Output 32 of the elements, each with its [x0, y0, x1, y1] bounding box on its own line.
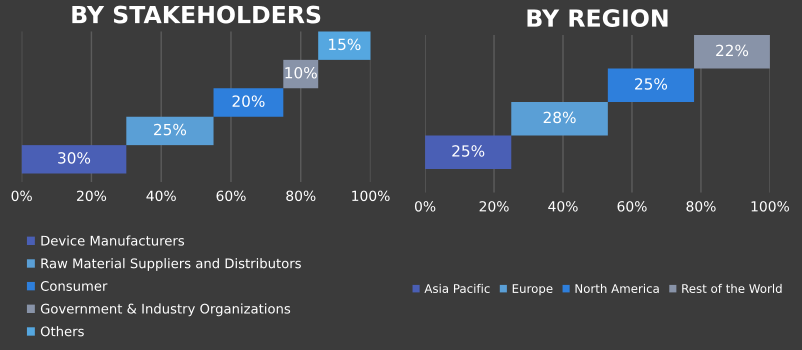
legend-label: Device Manufacturers [41, 235, 184, 246]
legend-label: Government & Industry Organizations [40, 303, 290, 316]
data-label: 15% [329, 38, 360, 50]
data-label: 20% [232, 95, 265, 107]
x-tick-label: 0% [12, 190, 32, 202]
x-tick-label: 40% [146, 190, 176, 202]
legend-label: Rest of the World [682, 284, 782, 293]
chart-title: BY STAKEHOLDERS [72, 6, 320, 24]
x-tick-label: 100% [352, 190, 390, 202]
x-tick-label: 20% [77, 190, 106, 202]
x-tick-label: 80% [686, 201, 716, 212]
data-label: 10% [285, 66, 317, 79]
x-tick-label: 0% [414, 201, 436, 212]
legend-label: Others [40, 326, 84, 336]
data-label: 30% [58, 152, 90, 164]
x-tick-label: 60% [618, 201, 647, 212]
data-label: 25% [154, 124, 186, 136]
legend-label: Consumer [40, 281, 108, 291]
x-tick-label: 80% [286, 190, 316, 202]
x-tick-label: 60% [216, 190, 246, 202]
x-tick-label: 20% [480, 201, 509, 212]
data-label: 22% [716, 44, 748, 56]
legend-label: Raw Material Suppliers and Distributors [41, 258, 301, 271]
chart-title: BY REGION [528, 9, 668, 27]
data-label: 25% [452, 145, 484, 157]
legend-label: Europe [512, 284, 552, 296]
x-tick-label: 40% [548, 201, 578, 212]
data-label: 25% [635, 78, 668, 90]
legend-label: North America [576, 284, 659, 293]
x-tick-label: 100% [752, 201, 790, 212]
data-label: 28% [544, 112, 576, 124]
legend-label: Asia Pacific [424, 284, 490, 293]
